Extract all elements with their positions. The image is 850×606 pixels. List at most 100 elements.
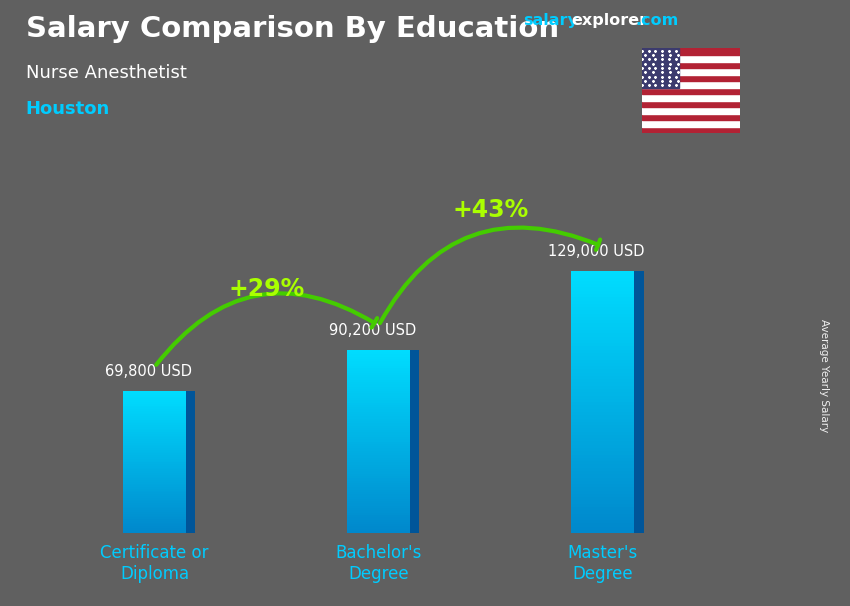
Bar bbox=[348, 504, 410, 506]
Bar bbox=[348, 382, 410, 384]
Bar bbox=[123, 528, 186, 530]
Bar bbox=[123, 512, 186, 514]
Bar bbox=[571, 507, 634, 510]
Bar bbox=[348, 430, 410, 433]
Bar bbox=[348, 437, 410, 439]
Bar bbox=[123, 471, 186, 473]
Bar bbox=[123, 493, 186, 494]
Bar bbox=[642, 101, 740, 107]
Text: salary: salary bbox=[523, 13, 578, 28]
Bar bbox=[348, 425, 410, 428]
Bar bbox=[571, 474, 634, 478]
Polygon shape bbox=[186, 391, 196, 533]
Bar bbox=[123, 415, 186, 416]
Bar bbox=[348, 384, 410, 387]
Bar bbox=[571, 317, 634, 320]
Text: .com: .com bbox=[636, 13, 679, 28]
Bar bbox=[123, 424, 186, 425]
Bar bbox=[348, 462, 410, 465]
Bar bbox=[571, 471, 634, 474]
Bar bbox=[123, 425, 186, 427]
Bar bbox=[123, 411, 186, 413]
Bar bbox=[571, 504, 634, 507]
Bar bbox=[123, 522, 186, 524]
Bar bbox=[571, 376, 634, 379]
Bar bbox=[123, 476, 186, 478]
Bar bbox=[348, 412, 410, 414]
Bar bbox=[123, 441, 186, 443]
Bar bbox=[571, 379, 634, 382]
Bar bbox=[642, 107, 740, 114]
Text: +43%: +43% bbox=[452, 198, 529, 222]
Bar bbox=[123, 422, 186, 424]
Bar bbox=[571, 468, 634, 471]
Bar bbox=[642, 48, 679, 88]
Bar bbox=[571, 442, 634, 445]
Bar bbox=[123, 473, 186, 474]
Bar bbox=[348, 515, 410, 518]
Bar bbox=[348, 485, 410, 487]
Bar bbox=[348, 423, 410, 425]
Bar bbox=[348, 524, 410, 527]
Bar bbox=[571, 448, 634, 451]
Bar bbox=[123, 501, 186, 503]
Bar bbox=[123, 531, 186, 533]
Bar bbox=[571, 301, 634, 304]
Bar bbox=[123, 519, 186, 521]
Bar bbox=[571, 422, 634, 425]
Bar bbox=[123, 399, 186, 400]
Bar bbox=[123, 503, 186, 505]
Bar bbox=[123, 462, 186, 464]
Bar bbox=[571, 405, 634, 408]
Bar bbox=[571, 438, 634, 442]
Bar bbox=[348, 398, 410, 401]
Bar bbox=[123, 451, 186, 453]
Bar bbox=[123, 434, 186, 436]
Bar bbox=[571, 408, 634, 412]
Bar bbox=[571, 425, 634, 428]
Bar bbox=[642, 62, 740, 68]
Bar bbox=[123, 448, 186, 450]
Bar bbox=[571, 343, 634, 347]
Bar bbox=[571, 281, 634, 284]
Bar bbox=[571, 333, 634, 336]
Bar bbox=[123, 453, 186, 455]
Bar bbox=[123, 436, 186, 438]
Bar bbox=[123, 470, 186, 471]
Bar bbox=[571, 494, 634, 497]
Bar bbox=[571, 373, 634, 376]
Bar bbox=[571, 464, 634, 468]
Bar bbox=[348, 494, 410, 496]
Bar bbox=[642, 75, 740, 81]
Bar bbox=[123, 397, 186, 399]
Bar bbox=[642, 94, 740, 101]
Bar bbox=[348, 410, 410, 412]
Bar bbox=[571, 304, 634, 307]
Bar bbox=[123, 400, 186, 402]
Bar bbox=[571, 307, 634, 310]
Bar bbox=[571, 527, 634, 530]
Bar bbox=[348, 446, 410, 448]
Bar bbox=[571, 363, 634, 366]
Bar bbox=[642, 81, 740, 88]
Bar bbox=[571, 291, 634, 294]
Bar bbox=[571, 484, 634, 487]
Bar bbox=[348, 487, 410, 490]
Bar bbox=[123, 455, 186, 457]
Bar bbox=[571, 298, 634, 301]
Bar bbox=[348, 378, 410, 380]
Bar bbox=[348, 506, 410, 508]
Bar bbox=[571, 271, 634, 275]
Bar bbox=[123, 439, 186, 441]
Bar bbox=[571, 412, 634, 415]
Text: Salary Comparison By Education: Salary Comparison By Education bbox=[26, 15, 558, 43]
Bar bbox=[123, 482, 186, 484]
Bar bbox=[642, 114, 740, 120]
Bar bbox=[571, 294, 634, 298]
Bar bbox=[571, 481, 634, 484]
Bar bbox=[348, 355, 410, 357]
Bar bbox=[348, 359, 410, 361]
Bar bbox=[348, 387, 410, 389]
Bar bbox=[348, 528, 410, 531]
Bar bbox=[123, 494, 186, 496]
